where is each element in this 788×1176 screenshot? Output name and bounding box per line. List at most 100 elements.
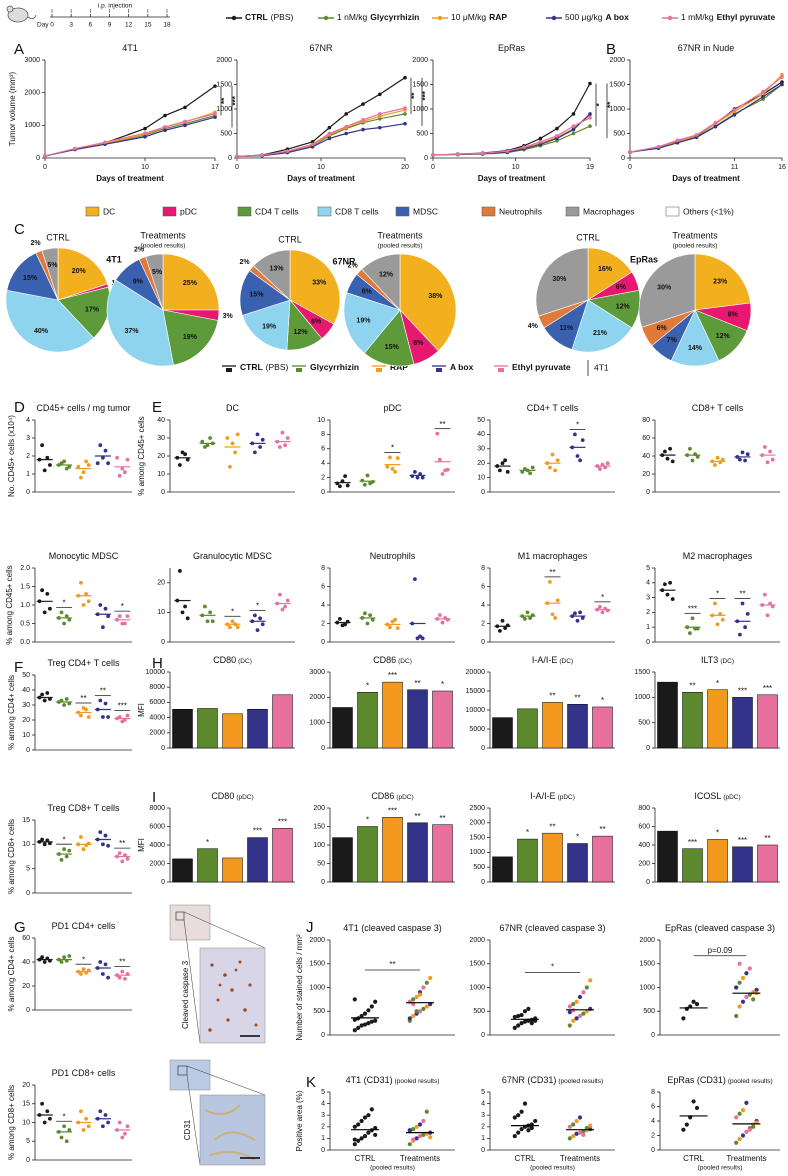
data-point xyxy=(581,990,586,995)
series-marker xyxy=(378,125,382,130)
data-point xyxy=(352,1017,357,1022)
sig-label: * xyxy=(526,828,529,837)
legend-name: RAP xyxy=(489,12,507,22)
legend-dose: 10 μM/kg xyxy=(451,12,486,22)
series-marker xyxy=(732,113,737,117)
y-tick-label: 4 xyxy=(651,1118,655,1125)
bar xyxy=(332,707,353,749)
data-point xyxy=(67,954,72,958)
chart-title: 67NR (cleaved caspase 3) xyxy=(499,923,605,933)
bar xyxy=(732,697,753,749)
y-tick-label: 15000 xyxy=(466,688,486,695)
data-point xyxy=(390,467,395,471)
data-point xyxy=(417,992,423,997)
chart-title-note: (pooled results) xyxy=(728,1078,773,1085)
pie-label: 2% xyxy=(239,259,250,266)
data-point xyxy=(720,457,725,462)
y-tick-label: 0 xyxy=(161,489,165,496)
data-point xyxy=(40,1101,44,1106)
bar xyxy=(247,708,268,749)
schedule-day: 15 xyxy=(144,22,152,29)
y-tick-label: 1500 xyxy=(639,961,655,968)
bar xyxy=(272,828,293,883)
series-marker xyxy=(555,134,559,138)
chart-title: EpRas (CD31) (pooled results) xyxy=(667,1075,772,1085)
series-marker xyxy=(588,81,592,86)
pie-slice xyxy=(145,253,164,311)
chart-title: CTRL xyxy=(46,232,70,242)
data-point xyxy=(740,999,746,1004)
y-tick-label: 0 xyxy=(651,1032,655,1039)
chart-title-text: 67NR xyxy=(309,43,333,53)
data-point xyxy=(598,467,602,471)
data-point xyxy=(103,606,108,611)
data-point xyxy=(101,455,105,460)
data-point xyxy=(368,613,372,618)
data-point xyxy=(751,1124,756,1129)
sig-label: ** xyxy=(549,692,555,701)
chart-title-text: CD80 xyxy=(213,655,236,665)
y-tick-label: 2000 xyxy=(216,57,232,64)
data-point xyxy=(180,610,185,615)
sig-label: ** xyxy=(606,101,615,108)
sig-label: * xyxy=(595,102,604,106)
legend-entry: 10 μM/kg RAP xyxy=(451,12,507,22)
data-point xyxy=(765,460,770,465)
series-marker xyxy=(260,153,265,158)
data-point xyxy=(208,610,213,615)
sig-label: *** xyxy=(388,671,397,680)
series-marker xyxy=(628,150,632,154)
pie-slice xyxy=(162,309,219,366)
y-tick-label: 60 xyxy=(642,435,650,442)
data-point xyxy=(101,1124,105,1129)
data-point xyxy=(120,466,125,471)
y-tick-label: 0 xyxy=(481,1032,485,1039)
data-point xyxy=(681,1016,686,1021)
bar xyxy=(432,824,453,883)
chart-subtitle: (pooled results) xyxy=(378,243,423,250)
sig-label: * xyxy=(206,838,209,847)
pie-label: 6% xyxy=(311,319,322,326)
y-tick-label: 1000 xyxy=(216,106,232,113)
data-point xyxy=(575,618,580,623)
panel-label: I xyxy=(152,789,156,806)
data-point xyxy=(440,620,445,625)
data-point xyxy=(67,617,72,622)
data-point xyxy=(407,1016,412,1021)
y-tick-label: 10 xyxy=(317,417,325,424)
y-tick-label: 2000 xyxy=(309,937,325,944)
bar xyxy=(357,692,378,749)
series-marker xyxy=(761,90,765,94)
data-point xyxy=(183,452,188,457)
data-point xyxy=(713,463,717,467)
data-point xyxy=(522,1019,528,1024)
pie-label: 6% xyxy=(616,284,627,291)
series-marker xyxy=(310,142,315,147)
data-point xyxy=(740,601,745,606)
pie-label: 30% xyxy=(552,276,567,283)
data-point xyxy=(522,1101,528,1106)
data-point xyxy=(516,1130,521,1135)
data-point xyxy=(578,610,582,615)
sig-label: ** xyxy=(599,825,605,834)
data-point xyxy=(117,975,122,980)
y-tick-label: 4000 xyxy=(149,714,165,721)
y-axis-label: No. CD45+ cells (x10⁴) xyxy=(7,415,16,497)
data-point xyxy=(125,857,130,861)
data-point xyxy=(98,1109,103,1114)
legend-entry: RAP xyxy=(390,362,408,372)
data-point xyxy=(519,1021,524,1026)
data-point xyxy=(352,1142,357,1147)
sig-label: * xyxy=(63,1112,66,1121)
data-point xyxy=(395,626,400,631)
y-tick-label: 0 xyxy=(481,489,485,496)
data-point xyxy=(45,455,50,460)
y-axis-label: Positive area (%) xyxy=(295,1090,304,1151)
series-marker xyxy=(213,84,217,88)
data-point xyxy=(567,1010,572,1015)
chart-title-text: 4T1 xyxy=(122,43,138,53)
y-tick-label: 15 xyxy=(22,817,30,824)
data-point xyxy=(500,461,505,466)
data-point xyxy=(228,464,232,469)
chart-title: Granulocytic MDSC xyxy=(193,551,273,561)
